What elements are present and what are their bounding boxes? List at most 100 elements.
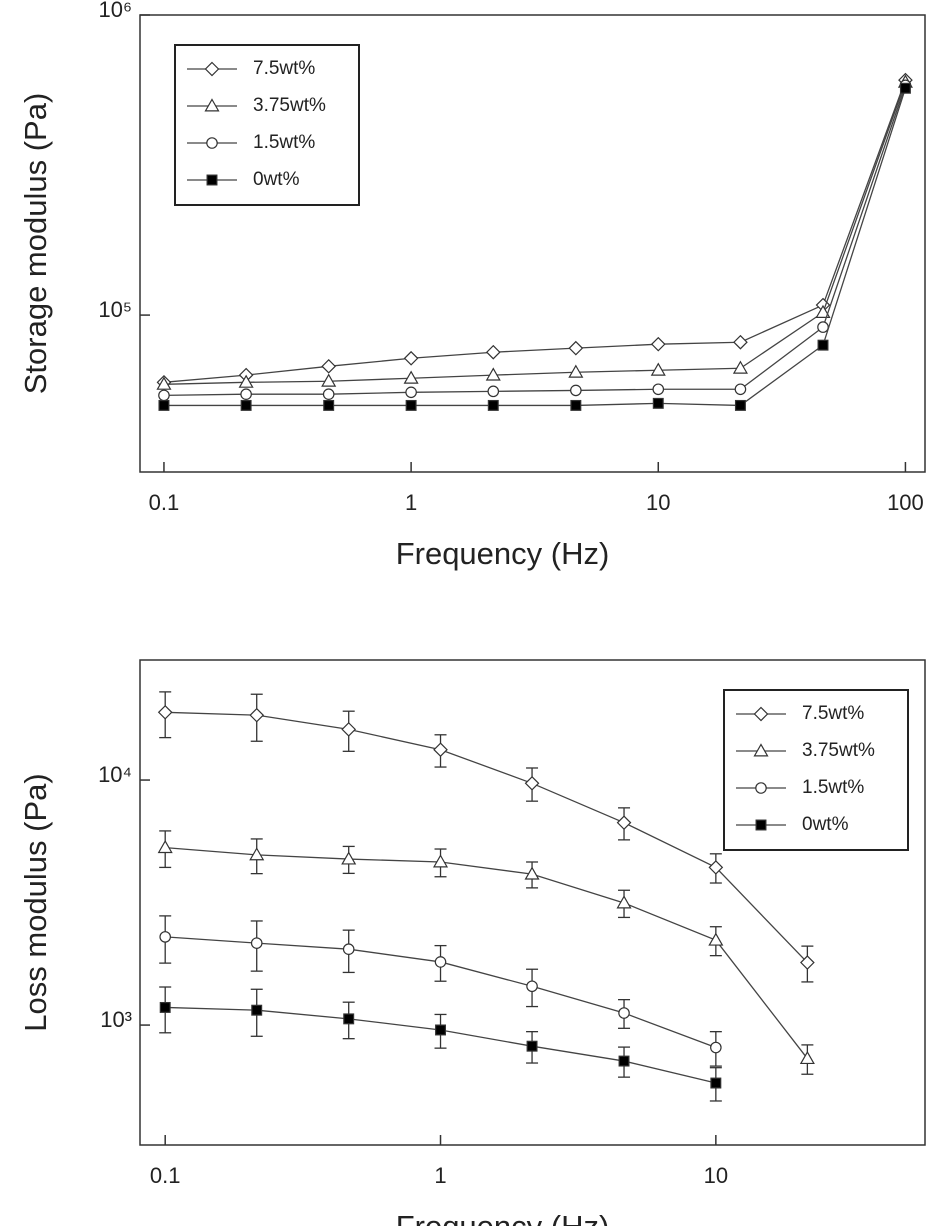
marker: [618, 1007, 630, 1019]
marker: [240, 388, 252, 400]
marker: [159, 931, 171, 943]
marker: [405, 399, 417, 411]
marker: [710, 1077, 722, 1089]
series-line: [163, 82, 907, 385]
marker: [157, 839, 173, 854]
y-tick-label: 10³: [100, 1007, 132, 1032]
x-tick-label: 0.1: [150, 1163, 181, 1188]
marker: [526, 1040, 538, 1052]
legend-label: 7.5wt%: [802, 703, 864, 724]
legend-label: 7.5wt%: [253, 58, 315, 79]
y-tick-label: 10⁶: [98, 0, 132, 22]
marker: [250, 937, 263, 949]
marker: [321, 358, 337, 374]
marker: [405, 386, 417, 399]
legend-marker: [755, 819, 767, 831]
y-axis-label: Storage modulus (Pa): [18, 93, 53, 395]
marker: [159, 1001, 171, 1013]
marker: [652, 383, 665, 396]
legend-marker: [753, 743, 769, 757]
series-line: [163, 85, 907, 397]
marker: [158, 389, 170, 402]
legend-box: [174, 44, 360, 206]
x-tick-label: 1: [405, 490, 417, 515]
marker: [817, 321, 829, 333]
marker: [432, 854, 449, 868]
y-tick-label: 10⁵: [98, 297, 132, 322]
marker: [342, 943, 355, 956]
marker: [618, 1055, 630, 1067]
series-line: [165, 711, 808, 963]
marker: [616, 895, 632, 909]
marker: [526, 980, 538, 993]
marker: [158, 399, 170, 411]
marker: [708, 932, 724, 946]
marker: [323, 399, 335, 411]
legend-marker: [204, 61, 220, 77]
marker: [403, 350, 419, 366]
legend-label: 3.75wt%: [253, 95, 326, 116]
marker: [568, 364, 584, 378]
marker: [524, 775, 540, 791]
marker: [650, 362, 666, 376]
legend-marker: [753, 706, 769, 722]
marker: [157, 704, 173, 720]
marker: [487, 385, 500, 398]
x-tick-label: 10: [704, 1163, 728, 1188]
marker: [734, 383, 747, 396]
x-axis-label: Frequency (Hz): [396, 1209, 610, 1226]
marker: [568, 340, 584, 356]
marker: [321, 373, 337, 387]
y-axis-label: Loss modulus (Pa): [18, 773, 53, 1031]
marker: [485, 344, 501, 360]
y-tick-label: 10⁴: [98, 762, 132, 787]
legend-marker: [206, 174, 218, 186]
marker: [570, 399, 582, 411]
marker: [616, 815, 632, 831]
marker: [435, 1024, 446, 1036]
x-tick-label: 100: [887, 490, 924, 515]
series-line: [165, 846, 808, 1059]
plot-frame: [139, 659, 926, 1146]
marker: [240, 399, 252, 411]
x-axis-label: Frequency (Hz): [396, 536, 610, 571]
series-line: [163, 79, 907, 383]
series-line: [163, 88, 907, 407]
marker: [710, 1041, 722, 1054]
legend-label: 0wt%: [253, 169, 300, 190]
marker: [249, 847, 265, 861]
marker: [249, 707, 265, 723]
marker: [322, 388, 335, 400]
marker: [251, 1004, 263, 1016]
legend-marker: [755, 782, 767, 794]
legend-label: 0wt%: [802, 814, 849, 835]
marker: [815, 304, 831, 318]
x-tick-label: 0.1: [149, 490, 180, 515]
legend-label: 3.75wt%: [802, 740, 875, 761]
legend-label: 1.5wt%: [253, 132, 315, 153]
marker: [403, 370, 419, 384]
legend-label: 1.5wt%: [802, 777, 864, 798]
marker: [799, 1050, 815, 1065]
marker: [238, 374, 254, 388]
legend-box: [723, 689, 909, 851]
plot-frame: [139, 14, 926, 473]
legend-marker: [206, 137, 218, 149]
marker: [708, 860, 724, 875]
marker: [734, 399, 746, 411]
marker: [341, 851, 357, 865]
marker: [733, 334, 748, 350]
marker: [485, 367, 501, 381]
legend-marker: [204, 98, 220, 112]
marker: [817, 339, 829, 351]
marker: [899, 82, 911, 94]
marker: [434, 956, 447, 968]
marker: [570, 384, 582, 397]
marker: [156, 376, 172, 390]
x-tick-label: 1: [434, 1163, 446, 1188]
marker: [433, 742, 448, 758]
marker: [487, 399, 499, 411]
marker: [524, 866, 540, 880]
